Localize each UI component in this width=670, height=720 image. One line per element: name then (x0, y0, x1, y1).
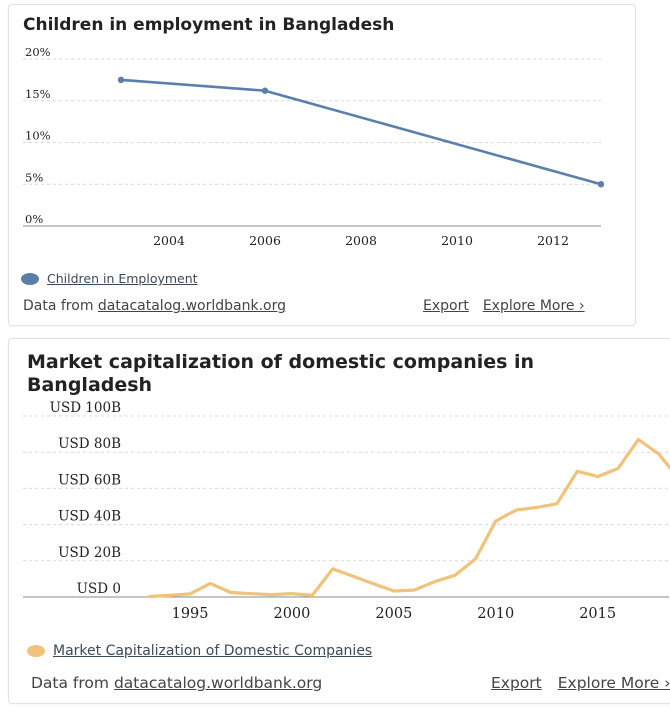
card-title: Market capitalization of domestic compan… (27, 351, 535, 396)
x-tick-label: 2015 (579, 606, 616, 622)
x-tick-label: 2008 (345, 233, 377, 248)
y-tick-label: USD 0 (77, 581, 121, 597)
series-line (147, 437, 670, 599)
y-tick-label: USD 40B (58, 509, 121, 525)
data-point (117, 76, 125, 84)
data-source: Data from datacatalog.worldbank.org (31, 674, 322, 692)
legend-label[interactable]: Market Capitalization of Domestic Compan… (53, 643, 373, 659)
explore-more-link[interactable]: Explore More › (482, 298, 585, 314)
y-tick-label: USD 20B (58, 545, 121, 561)
x-tick-label: 2000 (273, 606, 310, 622)
x-tick-label: 2004 (153, 233, 185, 248)
y-tick-label: 5% (25, 170, 43, 184)
children-employment-card: Children in employment in Bangladesh 0% 5… (8, 4, 636, 326)
export-link[interactable]: Export (423, 298, 469, 314)
source-link[interactable]: datacatalog.worldbank.org (97, 298, 286, 314)
x-tick-label: 2006 (249, 233, 281, 248)
y-tick-label: USD 80B (58, 436, 121, 452)
y-tick-label: USD 60B (58, 472, 121, 488)
footer-actions: Export Explore More › (491, 674, 670, 692)
explore-more-link[interactable]: Explore More › (557, 674, 670, 692)
y-tick-label: 10% (25, 129, 51, 143)
x-tick-label: 2010 (441, 233, 473, 248)
market-cap-card: Market capitalization of domestic compan… (8, 338, 670, 704)
y-tick-label: 20% (25, 45, 51, 59)
data-point (597, 181, 605, 188)
legend-swatch (21, 272, 39, 285)
legend[interactable]: Children in Employment (21, 271, 198, 286)
data-point (261, 87, 269, 94)
y-tick-label: USD 100B (50, 400, 122, 416)
children-employment-chart: 0% 5% 10% 15% 20% 2004 2006 2008 2010 2012 (23, 45, 605, 248)
legend-label[interactable]: Children in Employment (47, 271, 198, 286)
series-line (119, 78, 603, 186)
x-tick-label: 2012 (537, 233, 569, 248)
source-prefix: Data from (23, 298, 94, 314)
x-tick-label: 2005 (375, 606, 412, 622)
export-link[interactable]: Export (491, 674, 542, 692)
footer-actions: Export Explore More › (423, 298, 585, 314)
x-tick-label: 1995 (172, 606, 209, 622)
x-tick-label: 2010 (477, 606, 514, 622)
data-source: Data from datacatalog.worldbank.org (23, 298, 286, 314)
source-prefix: Data from (31, 674, 110, 692)
y-tick-label: 15% (25, 87, 51, 101)
market-cap-chart: USD 0 USD 20B USD 40B USD 60B USD 80B USD 100… (23, 400, 670, 622)
card-title: Children in employment in Bangladesh (23, 15, 395, 35)
y-tick-label: 0% (25, 212, 43, 226)
legend-swatch (27, 645, 45, 657)
legend[interactable]: Market Capitalization of Domestic Compan… (27, 643, 372, 659)
source-link[interactable]: datacatalog.worldbank.org (113, 674, 323, 692)
